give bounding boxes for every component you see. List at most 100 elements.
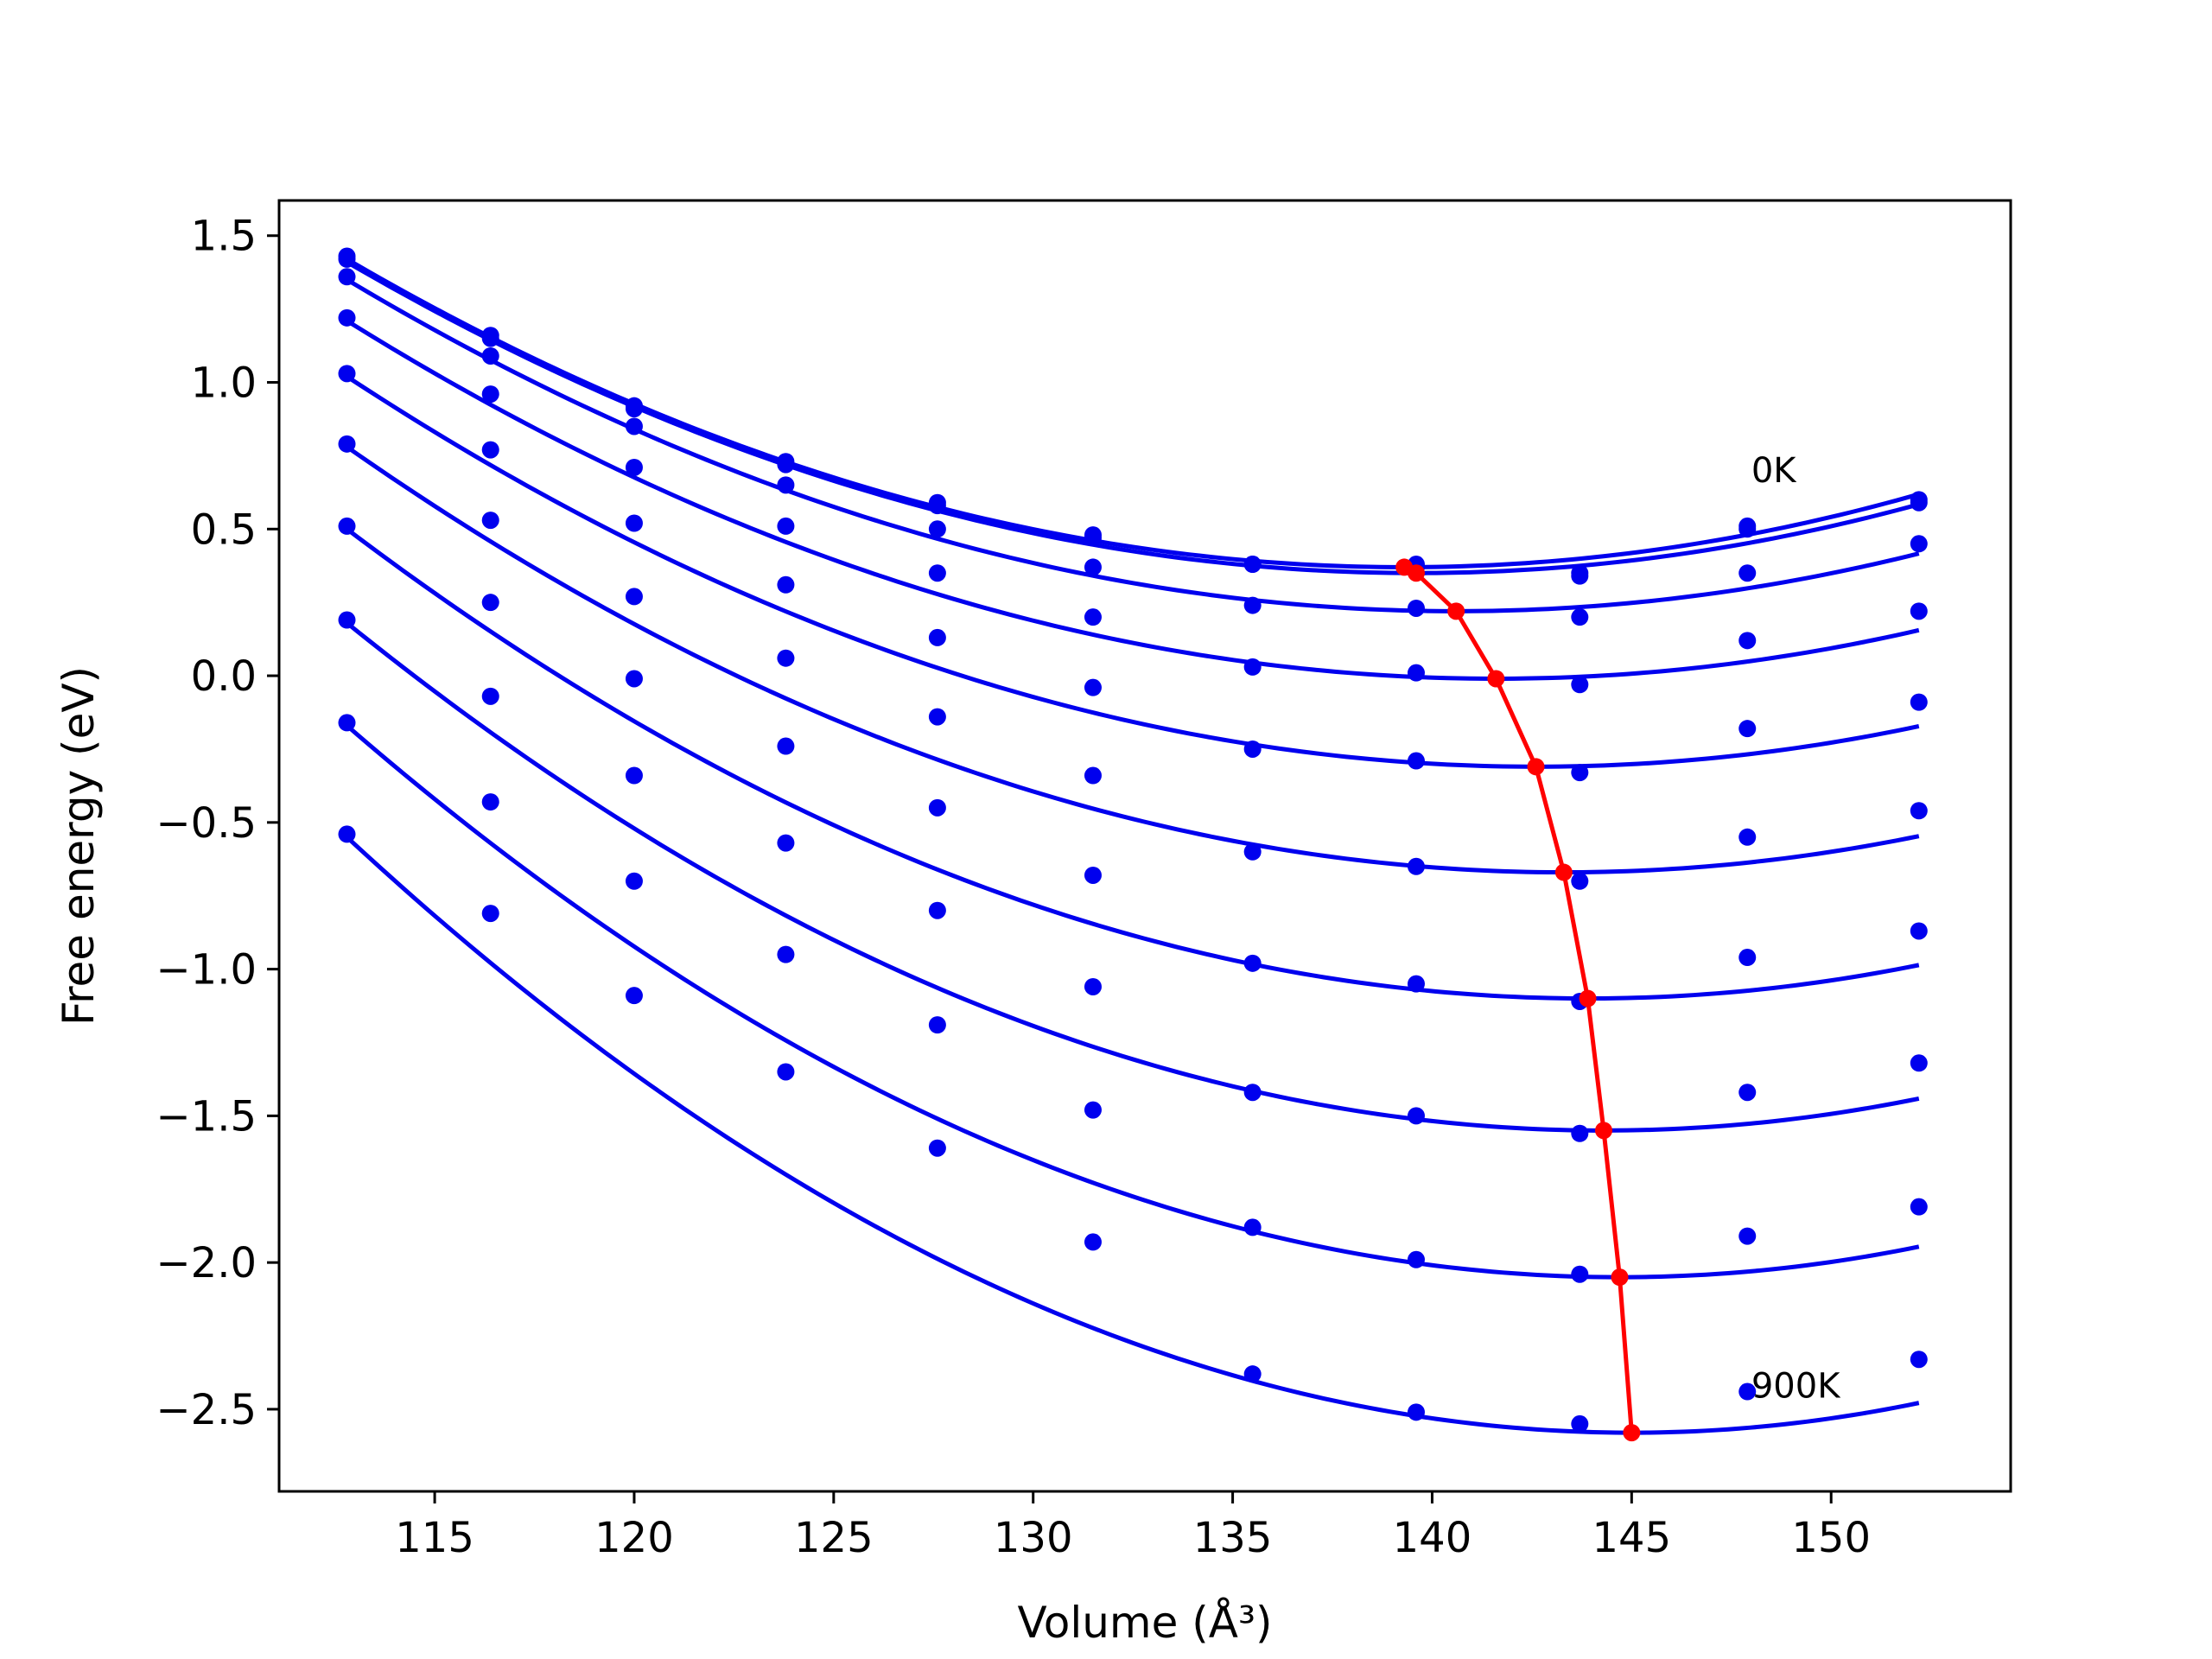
data-point-5-4 — [928, 708, 946, 726]
data-point-3-0 — [338, 308, 356, 327]
y-tick-label-6: −1.5 — [156, 1092, 257, 1141]
data-point-5-3 — [777, 649, 795, 667]
data-point-3-10 — [1910, 602, 1928, 620]
data-point-9-1 — [481, 905, 499, 923]
data-point-7-2 — [625, 766, 643, 785]
fit-curve-2 — [346, 277, 1920, 613]
data-point-4-1 — [481, 441, 499, 459]
data-point-8-3 — [777, 945, 795, 963]
data-point-3-1 — [481, 385, 499, 404]
minima-point-4 — [1527, 758, 1545, 776]
data-point-4-7 — [1407, 752, 1425, 770]
data-point-2-10 — [1910, 535, 1928, 553]
data-point-5-7 — [1407, 857, 1425, 875]
data-point-1-0 — [338, 250, 356, 268]
data-point-5-2 — [625, 588, 643, 606]
x-tick-label-4: 135 — [1193, 1514, 1273, 1562]
data-point-8-10 — [1910, 1198, 1928, 1216]
data-point-6-0 — [338, 517, 356, 535]
data-point-8-7 — [1407, 1250, 1425, 1268]
data-point-1-2 — [625, 400, 643, 418]
data-point-7-4 — [928, 901, 946, 919]
y-axis-ticks: 1.5 1.0 0.5 0.0 −0.5 −1.0 −1.5 −2.0 −2.5 — [156, 213, 279, 1434]
data-point-7-1 — [481, 687, 499, 705]
data-point-3-7 — [1407, 664, 1425, 682]
data-point-8-6 — [1243, 1218, 1262, 1236]
minima-point-6 — [1579, 989, 1597, 1007]
data-point-7-5 — [1084, 977, 1102, 995]
data-point-7-6 — [1243, 1084, 1262, 1102]
data-point-7-10 — [1910, 1054, 1928, 1072]
data-point-3-4 — [928, 564, 946, 582]
data-point-5-0 — [338, 435, 356, 453]
x-tick-label-2: 125 — [794, 1514, 874, 1562]
data-point-2-9 — [1738, 564, 1757, 582]
data-point-5-10 — [1910, 802, 1928, 820]
y-tick-label-8: −2.5 — [156, 1386, 257, 1434]
data-point-4-0 — [338, 365, 356, 383]
data-point-2-0 — [338, 268, 356, 286]
y-tick-label-7: −2.0 — [156, 1239, 257, 1287]
y-axis-label: Free energy (eV) — [54, 666, 104, 1026]
data-point-5-6 — [1243, 842, 1262, 861]
data-point-6-5 — [1084, 866, 1102, 884]
fit-curve-3 — [346, 319, 1920, 681]
minima-point-7 — [1595, 1122, 1613, 1140]
data-point-9-3 — [777, 1063, 795, 1081]
minima-point-8 — [1611, 1268, 1629, 1287]
annotation-0: 0K — [1751, 451, 1797, 491]
data-point-1-6 — [1243, 556, 1262, 574]
annotation-1: 900K — [1751, 1366, 1841, 1406]
fit-curve-1 — [346, 260, 1920, 575]
data-point-7-8 — [1571, 1124, 1589, 1142]
x-tick-label-6: 145 — [1592, 1514, 1672, 1562]
data-point-4-8 — [1571, 764, 1589, 782]
x-axis-label: Volume (Å³) — [1017, 1598, 1272, 1648]
fit-curve-6 — [345, 527, 1920, 1001]
data-point-4-10 — [1910, 693, 1928, 711]
data-point-5-8 — [1571, 872, 1589, 890]
data-point-6-1 — [481, 594, 499, 612]
data-point-3-3 — [777, 517, 795, 535]
data-point-2-8 — [1571, 608, 1589, 626]
data-point-7-0 — [338, 611, 356, 629]
data-point-9-7 — [1407, 1403, 1425, 1421]
data-point-6-6 — [1243, 954, 1262, 972]
data-point-8-9 — [1738, 1227, 1757, 1245]
x-tick-label-1: 120 — [594, 1514, 674, 1562]
data-point-8-2 — [625, 872, 643, 890]
data-point-4-3 — [777, 575, 795, 594]
fit-curve-8 — [345, 723, 1920, 1280]
data-point-7-3 — [777, 834, 795, 852]
data-point-8-8 — [1571, 1265, 1589, 1283]
data-point-6-2 — [625, 670, 643, 688]
data-point-9-6 — [1243, 1365, 1262, 1383]
fit-curve-7 — [345, 621, 1920, 1133]
data-point-2-5 — [1084, 558, 1102, 576]
data-point-2-2 — [625, 417, 643, 435]
data-point-3-6 — [1243, 658, 1262, 676]
data-point-2-3 — [777, 476, 795, 494]
minima-point-5 — [1554, 863, 1573, 881]
data-point-6-4 — [928, 798, 946, 817]
data-point-3-5 — [1084, 608, 1102, 626]
x-tick-label-0: 115 — [395, 1514, 474, 1562]
data-point-6-3 — [777, 737, 795, 755]
data-point-4-2 — [625, 514, 643, 532]
data-point-5-5 — [1084, 766, 1102, 785]
data-point-9-8 — [1571, 1414, 1589, 1433]
data-point-3-8 — [1571, 676, 1589, 694]
x-tick-label-5: 140 — [1393, 1514, 1472, 1562]
data-point-6-7 — [1407, 975, 1425, 993]
data-point-1-1 — [481, 329, 499, 347]
data-point-5-1 — [481, 512, 499, 530]
minima-point-3 — [1487, 670, 1505, 688]
data-point-2-7 — [1407, 599, 1425, 617]
data-point-9-9 — [1738, 1382, 1757, 1401]
annotations: 0K 900K — [1751, 451, 1841, 1406]
minima-series — [1395, 558, 1641, 1442]
y-tick-label-2: 0.5 — [191, 505, 257, 554]
fit-curve-9 — [345, 835, 1920, 1435]
x-axis-ticks: 115 120 125 130 135 140 145 150 — [395, 1491, 1871, 1562]
data-point-1-4 — [928, 497, 946, 515]
